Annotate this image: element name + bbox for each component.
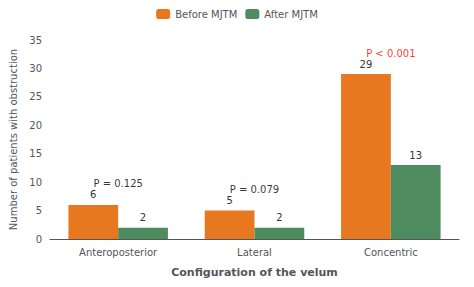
svg-text:10: 10 xyxy=(29,177,42,188)
svg-text:Configuration of the velum: Configuration of the velum xyxy=(171,266,338,279)
svg-text:35: 35 xyxy=(29,35,42,46)
svg-text:25: 25 xyxy=(29,91,42,102)
svg-text:5: 5 xyxy=(36,205,42,216)
svg-text:P = 0.125: P = 0.125 xyxy=(93,178,142,189)
svg-text:Concentric: Concentric xyxy=(364,247,418,258)
svg-text:After MJTM: After MJTM xyxy=(264,9,318,20)
svg-text:P = 0.079: P = 0.079 xyxy=(230,184,279,195)
svg-text:2: 2 xyxy=(276,212,282,223)
svg-text:2: 2 xyxy=(140,212,146,223)
svg-text:P < 0.001: P < 0.001 xyxy=(366,48,415,59)
svg-text:20: 20 xyxy=(29,120,42,131)
svg-text:15: 15 xyxy=(29,148,42,159)
svg-text:5: 5 xyxy=(226,195,232,206)
svg-text:13: 13 xyxy=(409,150,422,161)
svg-text:Lateral: Lateral xyxy=(237,247,272,258)
svg-text:30: 30 xyxy=(29,63,42,74)
svg-text:Anteroposterior: Anteroposterior xyxy=(79,247,158,258)
svg-text:29: 29 xyxy=(360,59,373,70)
svg-text:6: 6 xyxy=(90,189,96,200)
svg-text:0: 0 xyxy=(36,234,42,245)
svg-text:Number of patients with obstru: Number of patients with obstruction xyxy=(8,49,19,230)
svg-text:Before MJTM: Before MJTM xyxy=(175,9,237,20)
